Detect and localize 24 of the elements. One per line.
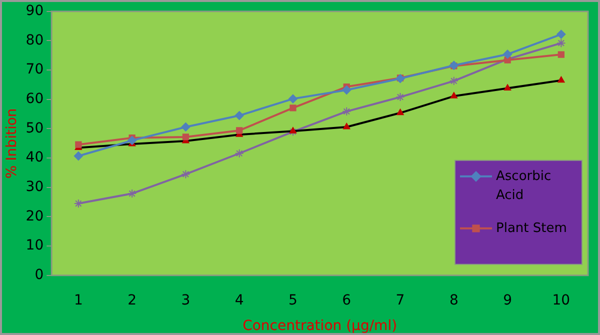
y-tick-label: 0 [34,267,44,284]
x-tick-label: 6 [342,292,352,308]
y-tick-label: 10 [26,238,44,254]
legend-label: Plant Stem [496,220,567,236]
y-axis-title: % Inbition [4,108,20,179]
legend-label: Ascorbic Acid [496,168,552,203]
y-tick-label: 20 [26,208,44,224]
x-tick-label: 10 [552,292,570,308]
y-tick-label: 30 [26,179,44,196]
x-tick-label: 1 [74,292,83,308]
x-tick-label: 5 [288,292,298,308]
y-tick-label: 50 [26,120,44,136]
y-tick-label: 60 [26,91,44,108]
x-axis-title: Concentration (µg/ml) [242,318,398,334]
y-tick-label: 90 [26,3,44,20]
x-tick-label: 9 [503,292,512,308]
x-tick-label: 4 [234,292,244,308]
x-tick-label: 2 [128,292,137,308]
y-tick-label: 70 [26,62,44,78]
x-tick-label: 8 [449,292,458,308]
y-tick-label: 40 [26,150,44,166]
x-tick-label: 3 [181,292,190,308]
x-tick-label: 7 [396,292,405,308]
y-tick-label: 80 [26,32,44,48]
